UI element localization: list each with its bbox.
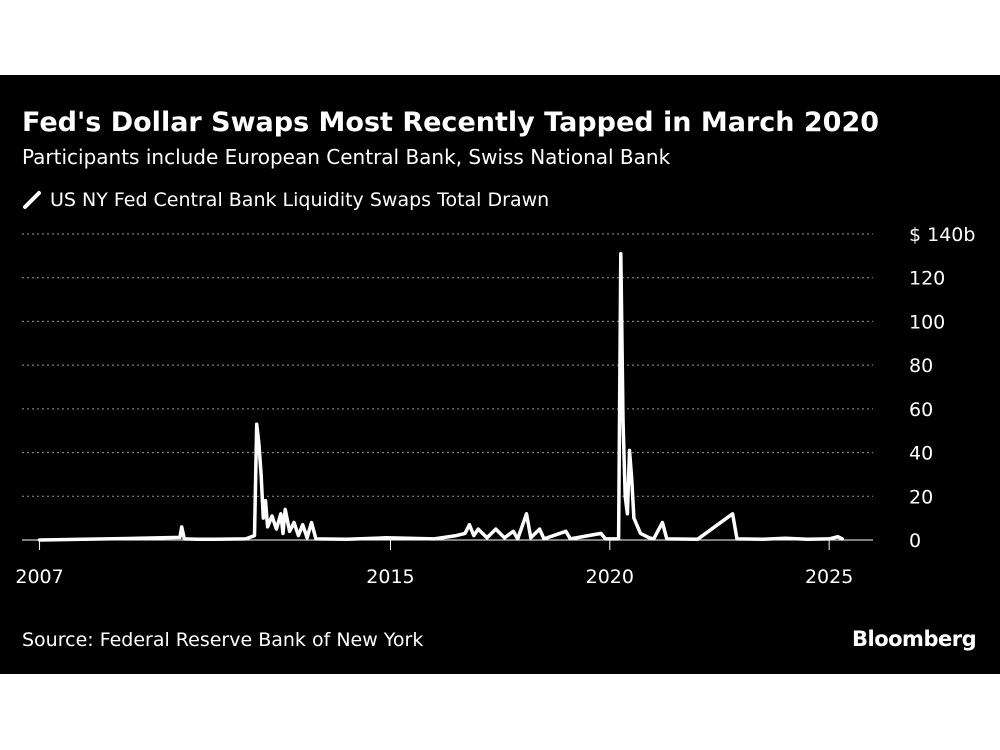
legend-label: US NY Fed Central Bank Liquidity Swaps T… [50,189,550,211]
y-tick-label: 40 [909,443,933,465]
y-tick-label: 120 [909,268,945,290]
y-tick-label: $ 140b [909,224,975,246]
y-tick-label: 80 [909,355,933,377]
y-tick-label: 100 [909,311,945,333]
chart-plot: 0 20 40 60 80 100 120 $ 140b 2007 2015 2020 2025 [15,224,975,588]
chart-title: Fed's Dollar Swaps Most Recently Tapped … [22,107,880,138]
chart-legend: US NY Fed Central Bank Liquidity Swaps T… [22,189,549,211]
series-line-swaps-drawn [37,251,845,542]
y-tick-label: 60 [909,399,933,421]
x-tick-label: 2015 [366,566,414,588]
chart-panel: 0 20 40 60 80 100 120 $ 140b 2007 2015 2020 2025 Fe… [0,75,1000,674]
bloomberg-logo: Bloomberg [852,627,977,651]
x-tick-label: 2007 [15,566,63,588]
y-tick-label: 20 [909,486,933,508]
y-tick-label: 0 [909,530,921,552]
x-tick-label: 2020 [586,566,634,588]
source-note: Source: Federal Reserve Bank of New York [22,629,424,651]
chart-subtitle: Participants include European Central Ba… [22,145,671,169]
legend-line-icon [23,191,41,209]
x-tick-label: 2025 [805,566,853,588]
